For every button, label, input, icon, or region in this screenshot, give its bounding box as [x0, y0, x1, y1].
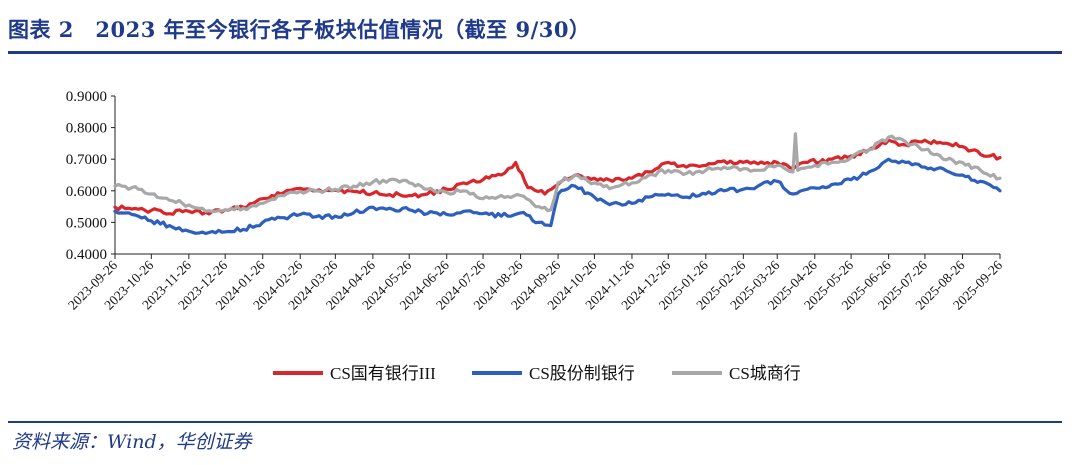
chart-svg: 0.90000.80000.70000.60000.50000.40002023… [65, 89, 1005, 383]
title-divider [8, 51, 1062, 54]
y-tick-label: 0.9000 [66, 89, 107, 105]
legend-label-1: CS国有银行III [330, 364, 436, 383]
legend-label-2: CS股份制银行 [529, 364, 635, 383]
chart-series [113, 132, 1002, 236]
chart-legend: CS国有银行III CS股份制银行 CS城商行 [273, 364, 801, 383]
chart-axes: 0.90000.80000.70000.60000.50000.40002023… [65, 89, 1005, 313]
report-header: 图表 2 2023 年至今银行各子板块估值情况（截至 9/30） [0, 0, 1080, 54]
y-tick-label: 0.5000 [66, 215, 107, 231]
figure-title: 图表 2 2023 年至今银行各子板块估值情况（截至 9/30） [8, 17, 591, 42]
source-note: 资料来源：Wind，华创证券 [12, 431, 252, 453]
y-tick-label: 0.8000 [66, 121, 107, 137]
footer-divider [8, 421, 1062, 423]
series-line-3 [113, 132, 1002, 214]
y-tick-label: 0.7000 [66, 152, 107, 168]
valuation-line-chart: 0.9000 0.8000 0.7000 0.6000 0.5000 0.4000 2023… [0, 56, 1080, 416]
legend-label-3: CS城商行 [729, 364, 801, 383]
series-line-2 [113, 157, 1002, 236]
y-tick-label: 0.6000 [66, 184, 107, 200]
y-tick-label: 0.4000 [66, 247, 107, 263]
